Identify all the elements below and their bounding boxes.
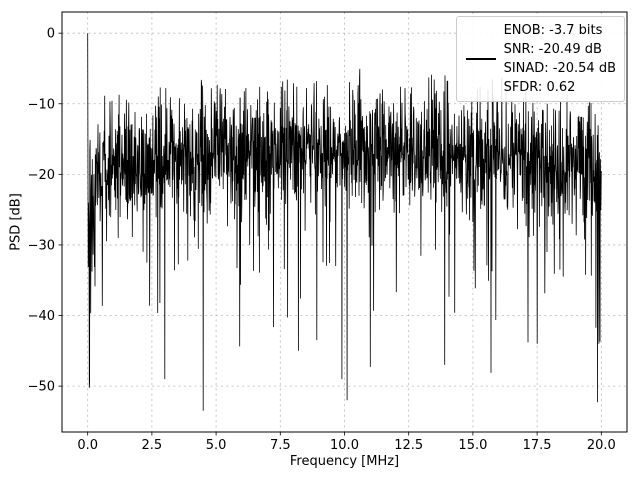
y-tick-label: −30 <box>28 238 55 253</box>
x-tick-label: 0.0 <box>77 438 98 453</box>
x-tick-label: 12.5 <box>394 438 423 453</box>
axes-border <box>61 11 628 433</box>
legend-entries: ENOB: -3.7 bits SNR: -20.49 dB SINAD: -2… <box>504 21 616 97</box>
x-tick-label: 17.5 <box>523 438 552 453</box>
x-tick-label: 10.0 <box>330 438 359 453</box>
x-tick-label: 5.0 <box>206 438 227 453</box>
y-tick-label: −20 <box>28 168 55 183</box>
legend-entry-enob: ENOB: -3.7 bits <box>503 23 603 38</box>
x-tick-label: 7.5 <box>270 438 291 453</box>
x-tick-label: 2.5 <box>142 438 163 453</box>
y-axis-label: PSD [dB] <box>8 193 24 251</box>
psd-trace <box>87 33 602 411</box>
legend-entry-snr: SNR: -20.49 dB <box>503 42 602 57</box>
x-tick-label: 15.0 <box>458 438 487 453</box>
legend-entry-sfdr: SFDR: 0.62 <box>503 80 576 95</box>
legend: ENOB: -3.7 bits SNR: -20.49 dB SINAD: -2… <box>455 16 625 102</box>
x-tick-label: 20.0 <box>587 438 616 453</box>
x-axis-label: Frequency [MHz] <box>289 454 400 469</box>
y-tick-label: −10 <box>28 97 55 112</box>
y-tick-label: −50 <box>28 380 55 395</box>
legend-entry-sinad: SINAD: -20.54 dB <box>503 61 616 76</box>
y-tick-label: −40 <box>28 309 55 324</box>
legend-line-sample <box>465 58 496 60</box>
y-tick-label: 0 <box>47 27 55 42</box>
